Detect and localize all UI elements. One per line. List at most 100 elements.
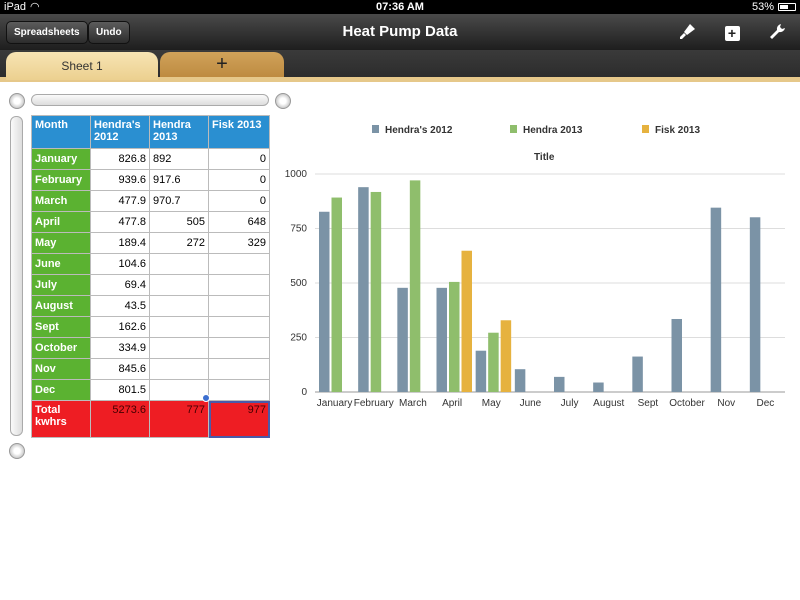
column-header[interactable]: Month: [31, 115, 91, 149]
y-tick-label: 500: [290, 278, 307, 289]
spreadsheets-button[interactable]: Spreadsheets: [6, 21, 88, 44]
document-title: Heat Pump Data: [342, 23, 458, 40]
select-all-handle[interactable]: [9, 93, 25, 109]
value-cell[interactable]: [149, 274, 209, 296]
month-cell[interactable]: May: [31, 232, 91, 254]
value-cell[interactable]: 505: [149, 211, 209, 233]
add-box-icon[interactable]: +: [721, 22, 743, 44]
value-cell[interactable]: [208, 274, 270, 296]
row-header-bar[interactable]: [10, 116, 23, 436]
table-row: July 69.4: [31, 274, 270, 296]
table-header-row: Month Hendra's 2012 Hendra 2013 Fisk 2013: [31, 115, 270, 149]
month-cell[interactable]: October: [31, 337, 91, 359]
selection-handle[interactable]: [202, 394, 210, 402]
x-tick-label: August: [593, 398, 624, 409]
wrench-icon[interactable]: [766, 22, 788, 44]
month-cell[interactable]: February: [31, 169, 91, 191]
value-cell[interactable]: 801.5: [90, 379, 150, 401]
value-cell[interactable]: 939.6: [90, 169, 150, 191]
value-cell[interactable]: 0: [208, 169, 270, 191]
value-cell[interactable]: [208, 379, 270, 401]
value-cell[interactable]: 104.6: [90, 253, 150, 275]
value-cell[interactable]: [208, 253, 270, 275]
column-header[interactable]: Fisk 2013: [208, 115, 270, 149]
toolbar: Spreadsheets Undo Heat Pump Data +: [0, 14, 800, 50]
table-row: January 826.8 892 0: [31, 148, 270, 170]
value-cell[interactable]: 272: [149, 232, 209, 254]
month-cell[interactable]: January: [31, 148, 91, 170]
month-cell[interactable]: Nov: [31, 358, 91, 380]
column-header-bar[interactable]: [31, 94, 269, 106]
month-cell[interactable]: Sept: [31, 316, 91, 338]
month-cell[interactable]: March: [31, 190, 91, 212]
status-bar: iPad ◠ 07:36 AM 53%: [0, 0, 800, 14]
bar: [461, 250, 472, 392]
bar: [514, 369, 526, 392]
total-value-cell[interactable]: 777: [149, 400, 209, 438]
bar: [488, 332, 499, 392]
bar: [475, 350, 487, 392]
table-row: April 477.8 505 648: [31, 211, 270, 233]
legend-swatch: [642, 125, 649, 133]
value-cell[interactable]: 917.6: [149, 169, 209, 191]
wifi-icon: ◠: [30, 1, 40, 13]
bar: [409, 180, 421, 392]
value-cell[interactable]: 43.5: [90, 295, 150, 317]
add-row-handle[interactable]: [9, 443, 25, 459]
column-header[interactable]: Hendra's 2012: [90, 115, 150, 149]
undo-button[interactable]: Undo: [88, 21, 130, 44]
sheet-tab-bar: Sheet 1 +: [0, 50, 800, 82]
value-cell[interactable]: 329: [208, 232, 270, 254]
value-cell[interactable]: 0: [208, 190, 270, 212]
value-cell[interactable]: 648: [208, 211, 270, 233]
value-cell[interactable]: [208, 358, 270, 380]
tab-sheet-1[interactable]: Sheet 1: [6, 52, 158, 80]
table-row: February 939.6 917.6 0: [31, 169, 270, 191]
paintbrush-icon[interactable]: [676, 22, 698, 44]
value-cell[interactable]: [149, 379, 209, 401]
month-cell[interactable]: Dec: [31, 379, 91, 401]
value-cell[interactable]: 892: [149, 148, 209, 170]
bar: [319, 211, 330, 392]
value-cell[interactable]: 69.4: [90, 274, 150, 296]
value-cell[interactable]: 477.9: [90, 190, 150, 212]
column-header[interactable]: Hendra 2013: [149, 115, 209, 149]
total-label-cell[interactable]: Total kwhrs: [31, 400, 91, 438]
value-cell[interactable]: [149, 316, 209, 338]
value-cell[interactable]: [149, 253, 209, 275]
value-cell[interactable]: 845.6: [90, 358, 150, 380]
value-cell[interactable]: 826.8: [90, 148, 150, 170]
value-cell[interactable]: 334.9: [90, 337, 150, 359]
month-cell[interactable]: April: [31, 211, 91, 233]
x-tick-label: May: [482, 398, 501, 409]
bar: [358, 187, 369, 392]
value-cell[interactable]: [149, 295, 209, 317]
total-value-cell[interactable]: 977: [208, 400, 270, 438]
add-column-handle[interactable]: [275, 93, 291, 109]
add-sheet-tab[interactable]: +: [160, 52, 284, 78]
month-cell[interactable]: July: [31, 274, 91, 296]
value-cell[interactable]: [208, 295, 270, 317]
y-tick-label: 0: [301, 387, 307, 398]
month-cell[interactable]: August: [31, 295, 91, 317]
value-cell[interactable]: 970.7: [149, 190, 209, 212]
value-cell[interactable]: [208, 316, 270, 338]
table-row: March 477.9 970.7 0: [31, 190, 270, 212]
table-row: Nov 845.6: [31, 358, 270, 380]
month-cell[interactable]: June: [31, 253, 91, 275]
bar-chart[interactable]: Hendra's 2012 Hendra 2013 Fisk 2013 Title 0 2…: [280, 112, 790, 412]
bar: [500, 320, 512, 392]
value-cell[interactable]: [149, 358, 209, 380]
total-value-cell[interactable]: 5273.6: [90, 400, 150, 438]
status-clock: 07:36 AM: [376, 1, 424, 13]
bar: [436, 287, 447, 392]
value-cell[interactable]: 477.8: [90, 211, 150, 233]
value-cell[interactable]: 189.4: [90, 232, 150, 254]
value-cell[interactable]: 162.6: [90, 316, 150, 338]
x-tick-label: July: [561, 398, 579, 409]
value-cell[interactable]: 0: [208, 148, 270, 170]
value-cell[interactable]: [208, 337, 270, 359]
bar: [397, 287, 408, 392]
legend-label: Fisk 2013: [655, 125, 700, 136]
value-cell[interactable]: [149, 337, 209, 359]
